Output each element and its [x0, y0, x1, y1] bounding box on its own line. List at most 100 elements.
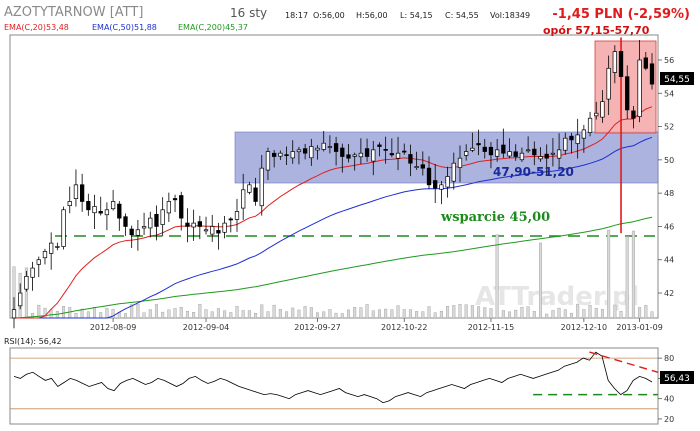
candle-body: [371, 149, 376, 162]
candle-body: [67, 201, 72, 207]
candle-body: [73, 184, 79, 200]
ema50-path: [14, 136, 653, 319]
ema200-line: [13, 216, 653, 319]
rsi-last-value: 56,43: [664, 374, 690, 384]
candle-body: [426, 167, 432, 186]
candle-body: [612, 51, 617, 73]
y-tick-label: 42: [664, 289, 674, 298]
volume-bar: [68, 307, 72, 319]
candle-body: [290, 151, 295, 159]
candle-body: [445, 176, 450, 188]
volume-bar: [539, 242, 543, 319]
candle-body: [575, 134, 580, 144]
candle-body: [24, 276, 29, 290]
volume-bar: [588, 305, 592, 319]
candle-body: [228, 218, 233, 221]
band-label: 47,90-51,20: [493, 165, 574, 179]
candle-body: [395, 152, 401, 159]
candle-body: [30, 267, 35, 278]
candle-body: [352, 154, 357, 157]
volume-bar: [458, 304, 462, 319]
volume-bars: [12, 229, 654, 319]
rsi-tick-label: 20: [664, 415, 674, 424]
volume-bar: [154, 304, 158, 319]
price-candles: [11, 37, 655, 329]
volume-bar: [514, 309, 518, 319]
volume-bar: [322, 311, 326, 319]
y-tick-label: 48: [664, 189, 674, 198]
candle-body: [18, 292, 23, 307]
volume-bar: [148, 309, 152, 319]
volume-bar: [291, 307, 295, 319]
candle-body: [172, 198, 178, 201]
candle-body: [191, 222, 196, 228]
volume-bar: [415, 311, 419, 319]
volume-bar: [433, 312, 437, 319]
volume-bar: [216, 308, 220, 319]
candle-body: [160, 209, 165, 225]
volume-bar: [477, 306, 481, 319]
candle-body: [272, 152, 277, 157]
volume-bar: [235, 306, 239, 319]
candle-body: [625, 76, 630, 111]
candle-body: [129, 228, 134, 236]
volume-bar: [167, 309, 171, 319]
candle-body: [476, 143, 481, 146]
candle-body: [222, 222, 227, 233]
candle-body: [185, 222, 190, 227]
volume-bar: [576, 303, 580, 319]
price-y-axis: 42 44 46 48 50 52 54 56: [658, 56, 674, 298]
rsi-line: [13, 351, 653, 404]
volume-bar: [130, 304, 134, 319]
candle-body: [49, 242, 54, 254]
candle-body: [42, 251, 48, 259]
candle-body: [507, 151, 512, 157]
y-tick-label: 44: [664, 256, 674, 265]
candle-body: [513, 151, 518, 157]
candle-body: [36, 259, 41, 265]
volume-bar: [421, 311, 425, 319]
volume-bar: [446, 306, 450, 319]
candle-body: [92, 206, 97, 214]
volume-bar: [464, 304, 468, 319]
candle-body: [55, 246, 60, 248]
volume-bar: [390, 309, 394, 319]
volume-bar: [346, 309, 350, 319]
rsi-title: RSI(14): 56,42: [4, 337, 62, 346]
volume-bar: [105, 308, 109, 319]
volume-bar: [80, 308, 84, 319]
candle-body: [346, 154, 351, 159]
rsi-plot-frame: [9, 347, 659, 425]
x-tick-label: 2012-11-15: [468, 323, 515, 332]
volume-bar: [644, 305, 648, 319]
candle-body: [98, 211, 103, 214]
candle-body: [494, 149, 500, 157]
volume-bar: [520, 306, 524, 319]
candle-body: [79, 184, 85, 202]
x-tick-label: 2013-01-09: [616, 323, 663, 332]
candle-body: [631, 110, 636, 119]
candle-body: [333, 143, 339, 152]
volume-bar: [408, 309, 412, 319]
candle-body: [637, 59, 642, 117]
volume-bar: [638, 307, 642, 319]
volume-bar: [185, 310, 189, 319]
volume-bar: [161, 311, 165, 319]
volume-bar: [557, 307, 561, 319]
volume-bar: [173, 308, 177, 319]
candle-body: [284, 154, 289, 157]
candle-body: [488, 146, 494, 156]
candle-body: [247, 184, 252, 193]
candle-body: [302, 148, 308, 154]
watermark: ATTrader.pl: [475, 282, 639, 312]
rsi-tick-label: 40: [664, 395, 674, 404]
candle-body: [618, 51, 624, 77]
x-tick-label: 2012-08-09: [90, 323, 137, 332]
candle-body: [123, 216, 128, 227]
ticker-title: AZOTYTARNOW [ATT]: [4, 5, 143, 20]
volume-bar: [303, 306, 307, 319]
candle-body: [321, 142, 326, 150]
candle-body: [587, 117, 593, 133]
candle-body: [600, 101, 605, 118]
